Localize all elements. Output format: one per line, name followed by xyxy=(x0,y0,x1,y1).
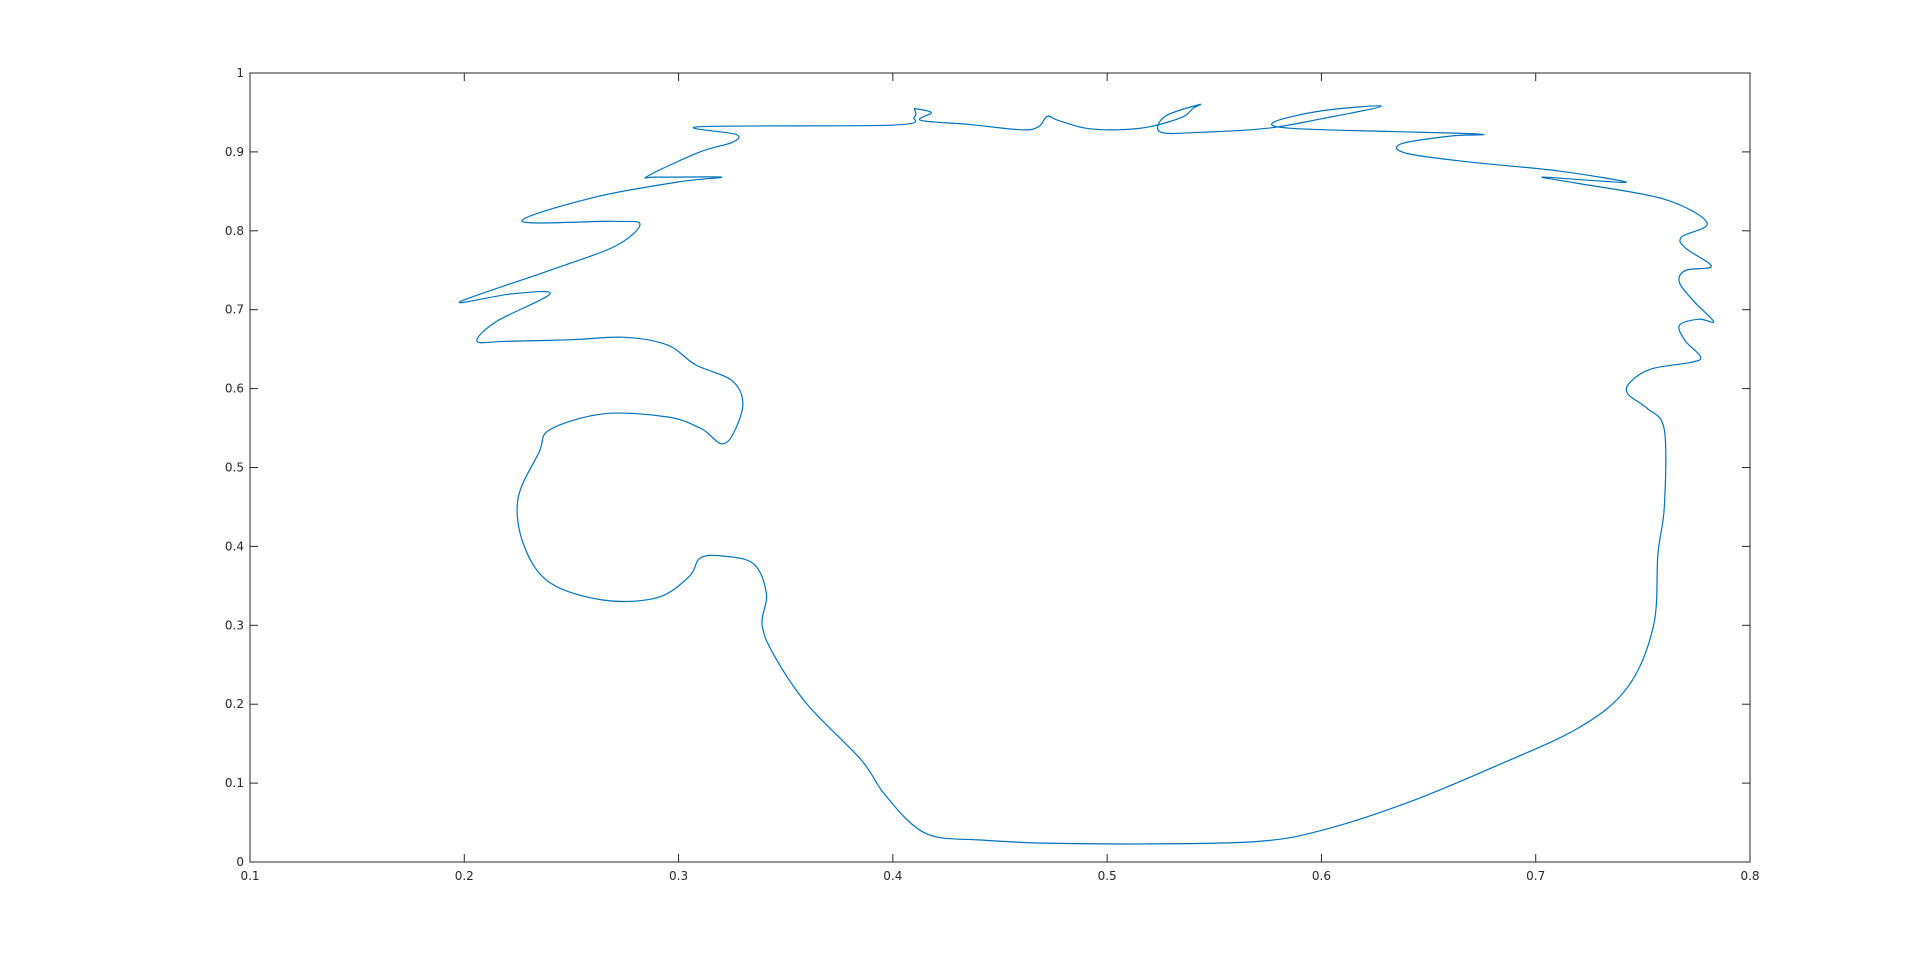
series-line xyxy=(458,103,1715,845)
x-tick-label: 0.5 xyxy=(1098,869,1117,883)
x-tick-label: 0.7 xyxy=(1526,869,1545,883)
x-tick-label: 0.6 xyxy=(1312,869,1331,883)
x-tick-label: 0.2 xyxy=(455,869,474,883)
y-tick-label: 0.8 xyxy=(225,224,244,238)
plot-area: 0.1 0.2 0.3 0.4 0.5 0.6 0.7 0.8 00.10.20.30.40.… xyxy=(225,66,1760,883)
x-axis: 0.1 0.2 0.3 0.4 0.5 0.6 0.7 0.8 xyxy=(240,73,1760,883)
y-tick-label: 0 xyxy=(236,855,244,869)
y-tick-label: 0.2 xyxy=(225,697,244,711)
y-tick-label: 0.1 xyxy=(225,776,244,790)
x-tick-label: 0.4 xyxy=(883,869,902,883)
y-tick-label: 1 xyxy=(236,66,244,80)
y-tick-label: 0.9 xyxy=(225,145,244,159)
y-tick-label: 0.7 xyxy=(225,303,244,317)
y-tick-label: 0.5 xyxy=(225,461,244,475)
y-tick-label: 0.4 xyxy=(225,539,244,553)
y-axis: 0 0.1 0.2 0.3 0.4 0.5 0.6 0.7 0.8 0.9 1 xyxy=(225,66,1750,869)
y-tick-label: 0.6 xyxy=(225,382,244,396)
series-layer xyxy=(458,103,1715,845)
x-tick-label: 0.3 xyxy=(669,869,688,883)
x-tick-label: 0.1 xyxy=(240,869,259,883)
y-tick-label: 0.3 xyxy=(225,618,244,632)
x-tick-label: 0.8 xyxy=(1740,869,1759,883)
